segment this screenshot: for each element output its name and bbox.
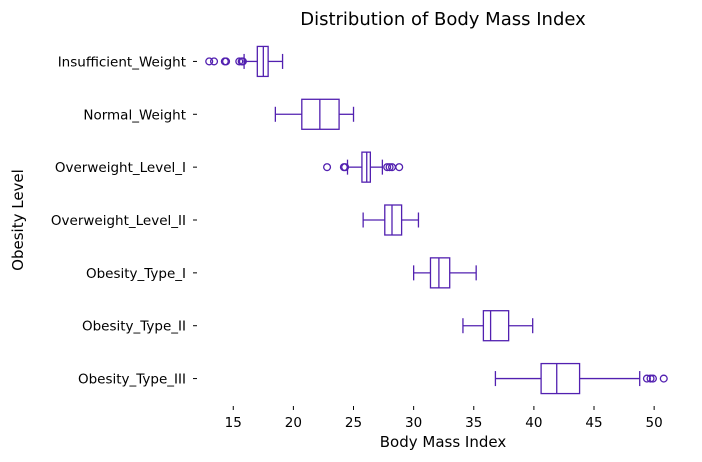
x-tick-label: 15	[225, 415, 242, 431]
y-tick-label: Insufficient_Weight	[58, 54, 186, 70]
x-tick-label: 30	[405, 415, 422, 431]
box-group	[494, 362, 668, 395]
chart-title: Distribution of Body Mass Index	[300, 9, 586, 30]
x-tick-label: 25	[345, 415, 362, 431]
plot-area	[205, 45, 668, 395]
x-tick-label: 20	[285, 415, 302, 431]
y-tick-label: Obesity_Type_II	[82, 319, 186, 335]
outlier-point	[209, 57, 219, 66]
box-iqr	[384, 204, 403, 236]
x-tick-label: 35	[465, 415, 482, 431]
y-tick-label: Obesity_Type_I	[86, 266, 186, 282]
outlier-point	[222, 57, 231, 66]
outlier-point	[341, 163, 350, 172]
box-group	[205, 45, 284, 78]
outlier-point	[383, 163, 392, 172]
box-iqr	[540, 362, 581, 395]
y-tick-label: Normal_Weight	[83, 107, 186, 123]
x-axis: 15 20 25 30 35 40 45 50	[225, 406, 663, 431]
box-iqr	[482, 310, 510, 342]
y-axis-label: Obesity Level	[9, 169, 27, 271]
y-tick-label: Overweight_Level_II	[51, 213, 186, 229]
x-axis-label: Body Mass Index	[380, 433, 507, 451]
y-axis: Insufficient_Weight Normal_Weight Overweig…	[51, 54, 197, 388]
outlier-point	[235, 57, 244, 66]
box-group	[462, 310, 534, 342]
box-group	[362, 204, 420, 236]
outlier-point	[323, 163, 332, 172]
x-tick-label: 45	[585, 415, 602, 431]
outlier-point	[385, 163, 394, 172]
x-tick-label: 40	[525, 415, 542, 431]
outlier-point	[648, 374, 657, 383]
outlier-point	[659, 374, 668, 383]
x-tick-label: 50	[646, 415, 663, 431]
y-tick-label: Overweight_Level_I	[55, 160, 186, 176]
box-group	[274, 98, 355, 130]
outlier-point	[238, 57, 247, 66]
outlier-point	[205, 57, 214, 66]
box-iqr	[429, 257, 451, 289]
outlier-point	[646, 374, 655, 383]
y-tick-label: Obesity_Type_III	[78, 372, 186, 388]
outlier-point	[642, 374, 651, 383]
box-group	[323, 151, 404, 183]
outlier-point	[395, 163, 404, 172]
box-group	[412, 257, 477, 289]
